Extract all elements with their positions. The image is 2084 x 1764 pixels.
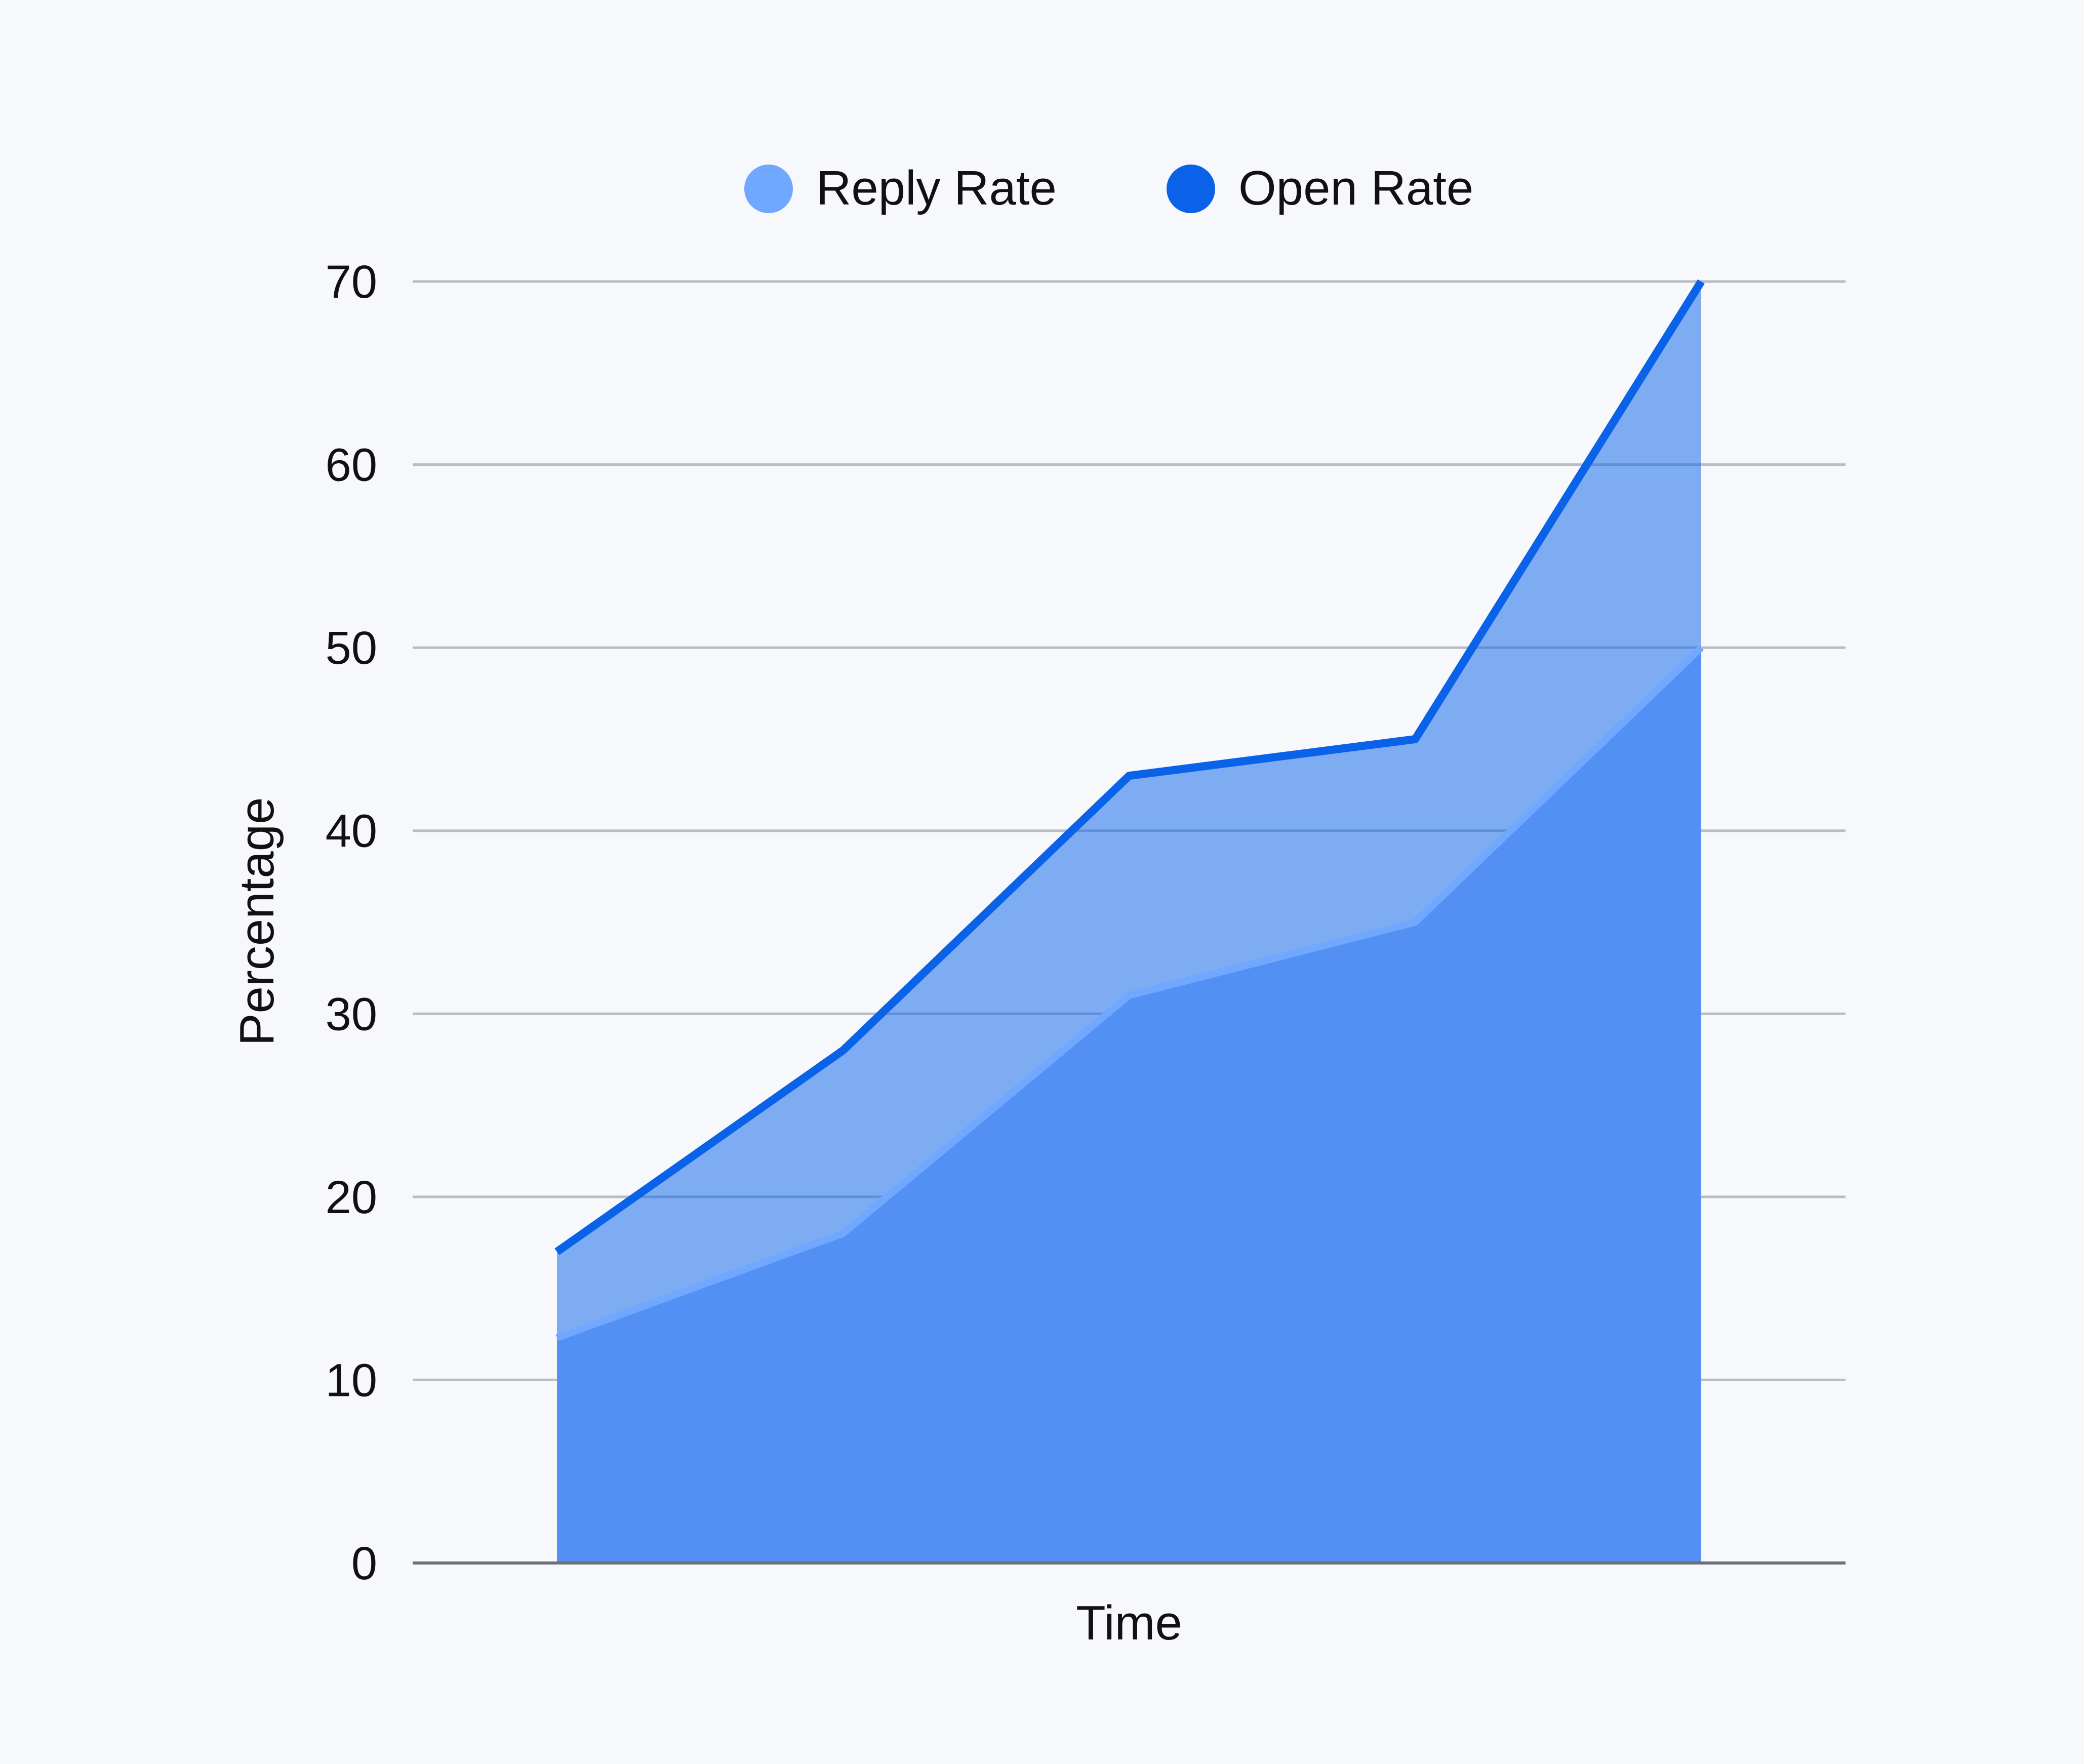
- y-axis-title: Percentage: [230, 797, 284, 1046]
- legend: Reply Rate Open Rate: [744, 161, 1473, 215]
- area-open-rate: [557, 282, 1701, 1563]
- x-axis-title: Time: [1076, 1596, 1182, 1650]
- series-lines: [554, 279, 1705, 1341]
- y-tick-label-60: 60: [326, 439, 377, 491]
- y-tick-label-50: 50: [326, 622, 377, 674]
- y-tick-label-40: 40: [326, 806, 377, 857]
- y-tick-label-70: 70: [326, 256, 377, 308]
- y-tick-labels: 0 10 20 30 40 50 60 70: [326, 256, 377, 1589]
- y-tick-label-10: 10: [326, 1354, 377, 1406]
- legend-marker-reply-rate: [744, 165, 793, 213]
- legend-label-open-rate: Open Rate: [1238, 161, 1473, 215]
- y-tick-label-20: 20: [326, 1172, 377, 1223]
- y-tick-label-30: 30: [326, 988, 377, 1040]
- series-areas: [557, 282, 1701, 1563]
- y-tick-label-0: 0: [351, 1538, 377, 1589]
- legend-label-reply-rate: Reply Rate: [816, 161, 1057, 215]
- legend-marker-open-rate: [1167, 165, 1215, 213]
